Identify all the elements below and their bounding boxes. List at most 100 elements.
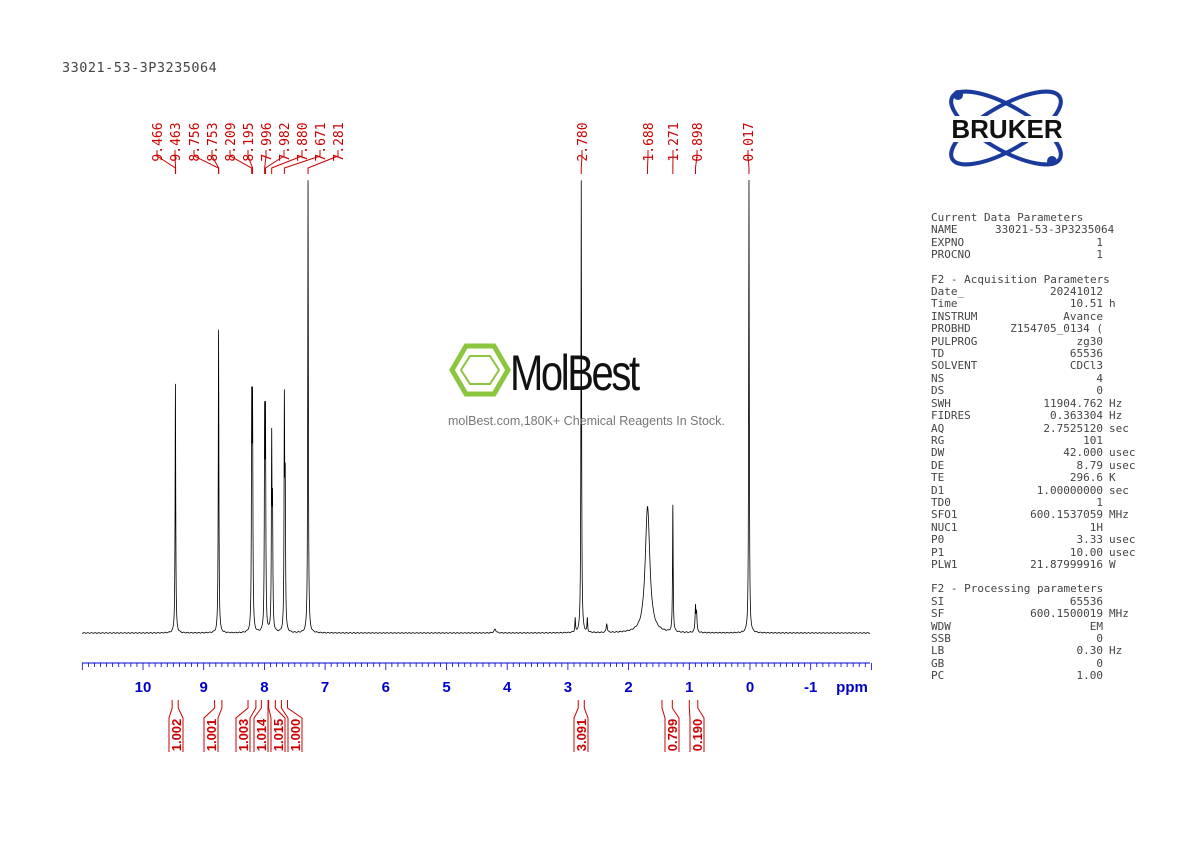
integral-bracket bbox=[671, 700, 680, 752]
parameter-name: TD0 bbox=[931, 495, 951, 509]
parameter-unit bbox=[1103, 237, 1109, 249]
axis-tick-label: 3 bbox=[564, 679, 572, 696]
peak-label: 8.756 bbox=[188, 122, 203, 161]
parameter-row: TD0 1 bbox=[931, 495, 1136, 509]
axis-tick-label: 4 bbox=[503, 679, 512, 696]
integral-bracket bbox=[268, 700, 272, 752]
parameter-row: DW 42.000 usec bbox=[931, 446, 1136, 459]
parameter-name: SFO1 bbox=[931, 508, 958, 522]
peak-label: 7.671 bbox=[314, 122, 329, 161]
parameter-unit: MHz bbox=[1109, 508, 1129, 522]
integral-value: 1.014 bbox=[254, 718, 269, 751]
parameter-row: INSTRUM Avance bbox=[931, 309, 1136, 323]
integral-bracket bbox=[168, 700, 173, 752]
parameter-unit bbox=[1103, 373, 1109, 385]
integral-value: 1.002 bbox=[169, 719, 184, 752]
integral-bracket bbox=[217, 700, 223, 752]
parameter-value: 0.30 bbox=[1076, 644, 1104, 658]
parameter-row: NS 4 bbox=[931, 371, 1136, 385]
parameter-value: 1 bbox=[1096, 495, 1103, 509]
integral-bracket bbox=[697, 700, 705, 752]
ppm-axis: 10 9 8 7 6 5 4 3 2 1 0 -1 ppm bbox=[81, 662, 872, 696]
parameter-name: D1 bbox=[931, 483, 945, 497]
axis-tick-label: 10 bbox=[135, 679, 152, 696]
parameter-name: SOLVENT bbox=[931, 359, 978, 373]
integral-bracket bbox=[177, 700, 184, 752]
peak-label: 7.996 bbox=[260, 122, 275, 161]
parameter-name: PC bbox=[931, 669, 945, 683]
parameter-row: NAME 33021-53-3P3235064 bbox=[931, 223, 1136, 237]
axis-tick-label: 9 bbox=[200, 679, 208, 696]
parameter-name: P0 bbox=[931, 533, 945, 547]
peak-label: 8.209 bbox=[224, 122, 239, 161]
axis-label: ppm bbox=[836, 679, 868, 696]
parameter-row: AQ 2.7525120 sec bbox=[931, 422, 1136, 435]
parameter-value: 10.51 bbox=[1069, 297, 1103, 311]
parameter-unit bbox=[1103, 224, 1109, 236]
parameter-value: 0 bbox=[1096, 384, 1103, 398]
parameters-panel: Current Data Parameters NAME 33021-53-3P32… bbox=[931, 211, 1136, 683]
parameter-unit: usec bbox=[1109, 533, 1136, 547]
parameter-unit: sec bbox=[1109, 483, 1129, 497]
parameter-unit: h bbox=[1109, 297, 1116, 311]
parameter-value: 4 bbox=[1096, 371, 1103, 385]
parameter-value: EM bbox=[1089, 619, 1103, 633]
parameter-row: P0 3.33 usec bbox=[931, 533, 1136, 547]
parameter-row: P1 10.00 usec bbox=[931, 545, 1136, 559]
axis-tick-label: 5 bbox=[442, 679, 450, 696]
peak-label: 0.898 bbox=[691, 122, 706, 161]
parameter-row: LB 0.30 Hz bbox=[931, 644, 1136, 658]
parameter-value: 600.1537059 bbox=[1030, 508, 1103, 522]
parameter-section: F2 - Acquisition Parameters Date_ 20241012… bbox=[931, 272, 1136, 572]
watermark-tagline: molBest.com,180K+ Chemical Reagents In S… bbox=[448, 414, 725, 428]
parameter-unit: K bbox=[1109, 471, 1116, 485]
parameter-value: 20241012 bbox=[1050, 285, 1103, 299]
parameter-name: FIDRES bbox=[931, 409, 971, 423]
peak-label-connector bbox=[247, 150, 254, 174]
parameter-value: 33021-53-3P3235064 bbox=[995, 223, 1115, 237]
parameter-unit: MHz bbox=[1109, 607, 1129, 621]
peak-label: 9.466 bbox=[151, 122, 166, 161]
parameter-value: 65536 bbox=[1069, 594, 1103, 608]
peak-label-connector bbox=[174, 150, 177, 174]
parameter-name: SWH bbox=[931, 396, 951, 410]
parameter-unit: usec bbox=[1109, 545, 1136, 559]
parameter-row: DS 0 bbox=[931, 384, 1136, 398]
parameter-value: 3.33 bbox=[1076, 533, 1104, 547]
parameter-name: PULPROG bbox=[931, 334, 978, 348]
parameter-unit bbox=[1103, 385, 1109, 397]
parameter-value: 1.00000000 bbox=[1036, 483, 1103, 497]
parameter-row: NUC1 1H bbox=[931, 520, 1136, 534]
parameter-section-title: F2 - Processing parameters bbox=[931, 582, 1104, 596]
parameter-row: PLW1 21.87999916 W bbox=[931, 557, 1136, 571]
bruker-logo: BRUKER bbox=[922, 89, 1092, 167]
integral-bracket bbox=[573, 700, 579, 752]
parameter-value: zg30 bbox=[1076, 334, 1104, 348]
integral-value: 1.015 bbox=[271, 719, 286, 752]
parameter-value: 600.1500019 bbox=[1030, 607, 1103, 621]
parameter-name: DS bbox=[931, 384, 945, 398]
peak-label: 7.982 bbox=[278, 122, 293, 161]
integral-bracket bbox=[249, 700, 257, 752]
parameter-value: 11904.762 bbox=[1043, 396, 1103, 410]
parameter-name: GB bbox=[931, 656, 945, 670]
parameter-value: 1H bbox=[1089, 520, 1103, 534]
parameter-row: PC 1.00 bbox=[931, 669, 1136, 683]
peak-label: 8.195 bbox=[242, 122, 257, 161]
integral-bracket bbox=[661, 700, 666, 752]
parameter-value: 101 bbox=[1083, 433, 1103, 447]
parameter-value: 21.87999916 bbox=[1030, 557, 1103, 571]
parameter-row: DE 8.79 usec bbox=[931, 459, 1136, 472]
bruker-logo-text: BRUKER bbox=[951, 114, 1062, 144]
integral-value: 1.003 bbox=[236, 719, 251, 752]
parameter-section-title: F2 - Acquisition Parameters bbox=[931, 272, 1110, 286]
parameter-name: SF bbox=[931, 607, 945, 621]
parameter-unit bbox=[1103, 360, 1109, 372]
integral-bracket bbox=[286, 700, 303, 752]
peak-label-connector bbox=[264, 150, 285, 174]
parameter-unit: Hz bbox=[1109, 644, 1123, 658]
peak-label-connector bbox=[307, 150, 339, 174]
parameter-value: Avance bbox=[1063, 309, 1103, 323]
parameter-row: TD 65536 bbox=[931, 347, 1136, 360]
